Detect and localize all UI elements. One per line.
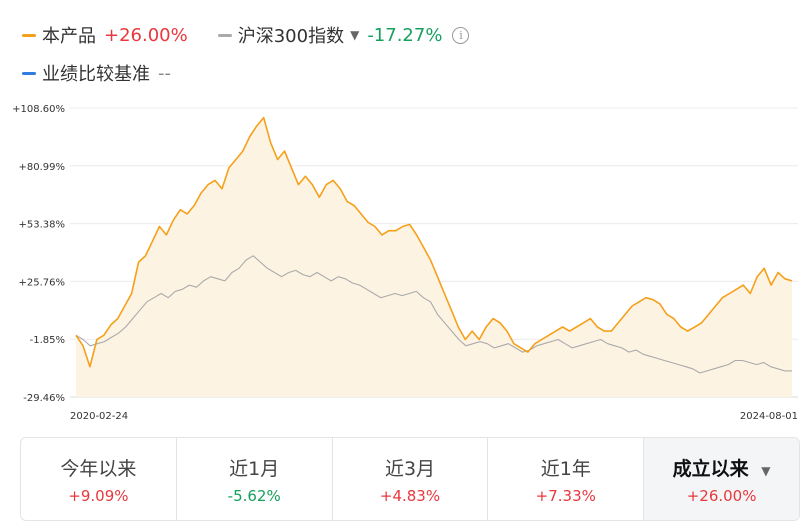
y-tick-label: -29.46% (23, 393, 65, 404)
legend-label-benchmark: 业绩比较基准 (42, 64, 150, 85)
tab-1m-label: 近1月 (229, 457, 280, 480)
tab-1y-value: +7.33% (535, 486, 596, 505)
legend-swatch-index (217, 33, 232, 37)
info-icon[interactable]: i (452, 26, 470, 44)
tab-1m-value: -5.62% (227, 486, 281, 505)
tab-ytd[interactable]: 今年以来 +9.09% (21, 438, 177, 520)
tab-since-inception[interactable]: 成立以来 ▼ +26.00% (644, 438, 799, 520)
legend-value-index: -17.27% (367, 24, 443, 46)
legend-value-product: +26.00% (104, 24, 188, 46)
period-tabs: 今年以来 +9.09% 近1月 -5.62% 近3月 +4.83% 近1年 +7… (20, 437, 800, 521)
tab-since-inception-value: +26.00% (686, 486, 757, 505)
y-tick-label: +53.38% (18, 220, 65, 231)
tab-3m[interactable]: 近3月 +4.83% (333, 438, 489, 520)
legend-row-2: 业绩比较基准 -- (22, 60, 201, 86)
tab-ytd-value: +9.09% (68, 486, 129, 505)
tab-3m-value: +4.83% (379, 486, 441, 505)
y-tick-label: +108.60% (12, 104, 65, 115)
chevron-down-icon[interactable]: ▼ (350, 28, 360, 42)
legend-row-1: 本产品 +26.00% 沪深300指数 ▼ -17.27% i (22, 22, 499, 48)
legend-item-benchmark: 业绩比较基准 -- (22, 60, 171, 86)
tab-3m-label: 近3月 (384, 457, 436, 480)
legend-label-product: 本产品 (42, 26, 96, 47)
legend-swatch-product (22, 33, 36, 37)
legend-label-index[interactable]: 沪深300指数 (237, 26, 345, 47)
y-tick-label: +25.76% (18, 277, 65, 288)
series-line-index (75, 255, 792, 374)
x-tick-label-end: 2024-08-01 (740, 411, 798, 422)
tab-1y-label: 近1年 (540, 457, 591, 480)
x-tick-label-start: 2020-02-24 (70, 411, 128, 422)
series-area-0 (76, 117, 792, 397)
tab-ytd-label: 今年以来 (60, 457, 137, 480)
series-line-product (75, 116, 793, 368)
y-tick-label: -1.85% (30, 335, 65, 346)
legend-swatch-benchmark (22, 71, 36, 75)
tab-1m[interactable]: 近1月 -5.62% (177, 438, 333, 520)
performance-chart: +108.60% +80.99% +53.38% +25.76% -1.85% -29.4… (12, 104, 798, 422)
legend-value-benchmark: -- (158, 62, 171, 84)
tab-1y[interactable]: 近1年 +7.33% (488, 438, 645, 520)
chevron-down-icon[interactable]: ▼ (761, 463, 771, 478)
legend-item-product: 本产品 +26.00% (22, 22, 188, 48)
legend-item-index[interactable]: 沪深300指数 ▼ -17.27% i (217, 22, 470, 48)
y-tick-label: +80.99% (18, 162, 65, 173)
tab-since-inception-label: 成立以来 ▼ (672, 457, 771, 480)
